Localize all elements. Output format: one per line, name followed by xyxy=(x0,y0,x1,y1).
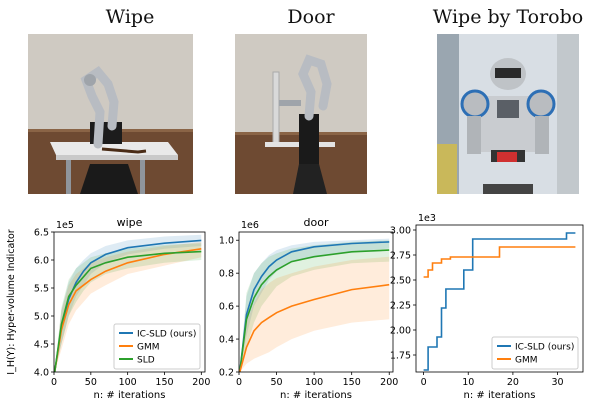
y-tick-label: 2.50 xyxy=(390,275,411,286)
y-tick-label: 1.75 xyxy=(390,350,411,361)
x-tick-label: 10 xyxy=(462,377,474,388)
x-tick-label: 150 xyxy=(343,377,361,388)
series-line-1 xyxy=(239,249,390,372)
plot-frame xyxy=(415,224,584,373)
axis-exponent: 1e5 xyxy=(56,220,74,231)
series-line-2 xyxy=(239,283,390,372)
x-tick-label: 30 xyxy=(552,377,564,388)
y-tick-label: 2.75 xyxy=(390,250,411,261)
y-tick-label: 0.8 xyxy=(219,268,234,279)
legend-label: GMM xyxy=(137,342,160,352)
legend-label: IC-SLD (ours) xyxy=(515,342,574,352)
legend-label: IC-SLD (ours) xyxy=(137,329,196,339)
series-band-0 xyxy=(54,234,202,372)
series-band-1 xyxy=(239,240,390,372)
y-tick-label: 0.2 xyxy=(219,367,234,378)
plot-frame xyxy=(238,231,394,373)
chart-0: 0 50 100 150 200 4.0 4.5 5.0 5.5 6.0 6.5 1e5 wipe n: … xyxy=(6,216,210,401)
x-tick-label: 0 xyxy=(236,377,242,388)
y-tick-label: 6.0 xyxy=(34,255,49,266)
x-axis-label: n: # iterations xyxy=(94,390,166,401)
x-tick-label: 100 xyxy=(119,377,137,388)
legend-label: GMM xyxy=(515,355,538,365)
title-door: Door xyxy=(287,6,335,28)
series-line-1 xyxy=(54,248,202,372)
plot-frame xyxy=(53,231,206,373)
x-tick-label: 100 xyxy=(305,377,323,388)
y-tick-label: 5.5 xyxy=(34,283,49,294)
x-tick-label: 0 xyxy=(51,377,57,388)
y-tick-label: 3.00 xyxy=(390,225,411,236)
x-tick-label: 200 xyxy=(192,377,210,388)
door-simulation-photo xyxy=(235,34,367,194)
title-torobo: Wipe by Torobo xyxy=(432,6,584,28)
wipe-simulation-photo xyxy=(28,34,193,194)
x-tick-label: 50 xyxy=(85,377,97,388)
x-tick-label: 20 xyxy=(507,377,519,388)
legend-box xyxy=(491,336,579,370)
y-tick-label: 0.4 xyxy=(219,334,234,345)
x-tick-label: 200 xyxy=(380,377,398,388)
y-tick-label: 2.00 xyxy=(390,325,411,336)
title-wipe: Wipe xyxy=(105,6,155,28)
torobo-robot-photo xyxy=(437,34,579,194)
series-band-1 xyxy=(54,242,202,372)
series-line-1 xyxy=(423,246,576,278)
axis-exponent: 1e3 xyxy=(418,213,436,224)
x-tick-label: 50 xyxy=(271,377,283,388)
legend-label: SLD xyxy=(137,355,155,365)
x-tick-label: 0 xyxy=(421,377,427,388)
series-line-2 xyxy=(54,250,202,372)
chart-title: door xyxy=(304,216,329,229)
series-line-0 xyxy=(239,241,390,372)
y-tick-label: 1.0 xyxy=(219,236,234,247)
y-tick-label: 4.5 xyxy=(34,339,49,350)
legend-box xyxy=(113,323,201,370)
chart-2: 0 10 20 30 1.75 2.00 2.25 2.50 2.75 3.00 1e3 n: # i… xyxy=(390,213,584,401)
y-tick-label: 5.0 xyxy=(34,311,49,322)
x-tick-label: 150 xyxy=(155,377,173,388)
series-band-2 xyxy=(239,256,390,372)
y-tick-label: 0.6 xyxy=(219,301,234,312)
chart-1: 0 50 100 150 200 0.2 0.4 0.6 0.8 1.0 1e6 door n: # i… xyxy=(219,216,398,401)
y-axis-label: I_H(Y): Hyper-volume Indicator xyxy=(6,229,17,375)
series-line-0 xyxy=(423,232,576,371)
axis-exponent: 1e6 xyxy=(241,220,259,231)
y-tick-label: 2.25 xyxy=(390,300,411,311)
chart-title: wipe xyxy=(117,216,143,229)
y-tick-label: 6.5 xyxy=(34,227,49,238)
x-axis-label: n: # iterations xyxy=(280,390,352,401)
x-axis-label: n: # iterations xyxy=(464,390,536,401)
legend: IC-SLD (ours) GMM xyxy=(491,336,579,370)
series-band-2 xyxy=(54,243,202,372)
legend: IC-SLD (ours) GMM SLD xyxy=(113,323,201,370)
y-tick-label: 4.0 xyxy=(34,367,49,378)
